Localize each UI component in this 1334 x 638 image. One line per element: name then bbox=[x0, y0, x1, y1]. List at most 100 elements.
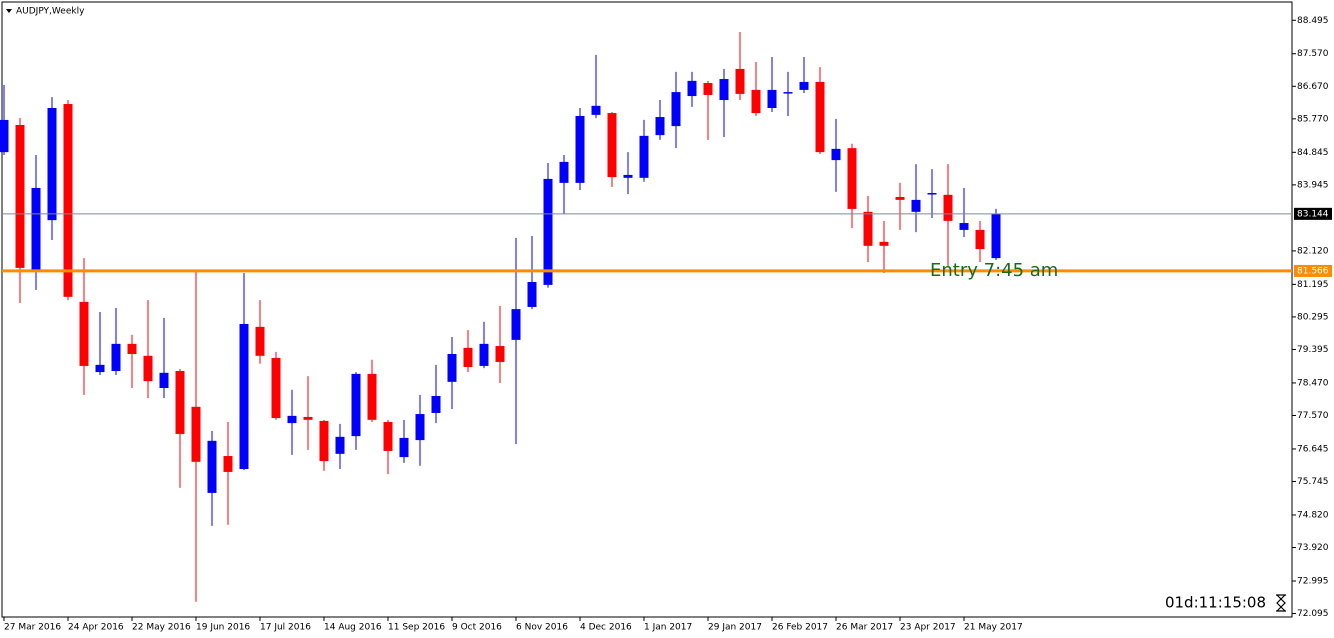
candle-body bbox=[95, 364, 105, 373]
candle-body bbox=[383, 422, 393, 451]
y-tick-label: 72.095 bbox=[1297, 609, 1329, 619]
candle-body bbox=[943, 194, 953, 221]
candle-body bbox=[927, 193, 937, 195]
candle-body bbox=[783, 92, 793, 94]
candle-body bbox=[543, 178, 553, 285]
candle-body bbox=[191, 406, 201, 462]
candle-body bbox=[143, 355, 153, 382]
candle-body bbox=[287, 415, 297, 424]
y-tick-label: 78.470 bbox=[1297, 378, 1329, 388]
y-tick-label: 74.820 bbox=[1297, 510, 1329, 520]
candle-body bbox=[495, 346, 505, 362]
price-label-bg bbox=[1294, 207, 1332, 220]
candle-body bbox=[511, 309, 521, 340]
candle-body bbox=[47, 107, 57, 221]
candle-body bbox=[687, 80, 697, 97]
y-tick-label: 76.645 bbox=[1297, 444, 1329, 454]
candle-body bbox=[447, 353, 457, 382]
candle-body bbox=[175, 371, 185, 434]
price-label: 81.566 bbox=[1297, 266, 1329, 276]
candle-body bbox=[351, 373, 361, 437]
y-tick-label: 81.195 bbox=[1297, 280, 1329, 290]
y-tick-label: 88.495 bbox=[1297, 16, 1329, 26]
candle-body bbox=[335, 436, 345, 454]
y-tick-label: 77.570 bbox=[1297, 411, 1329, 421]
candle-body bbox=[655, 117, 665, 136]
x-tick-label: 26 Feb 2017 bbox=[772, 623, 828, 633]
x-tick-label: 21 May 2017 bbox=[964, 623, 1023, 633]
candle-body bbox=[479, 343, 489, 366]
candle-body bbox=[63, 104, 73, 297]
candle-body bbox=[959, 223, 969, 230]
bar-timer: 01d:11:15:08 bbox=[1165, 594, 1266, 612]
x-tick-label: 26 Mar 2017 bbox=[836, 623, 893, 633]
y-tick-label: 72.995 bbox=[1297, 577, 1329, 587]
plot-area bbox=[1, 1, 1293, 618]
candle-body bbox=[271, 357, 281, 419]
candle-body bbox=[799, 81, 809, 90]
candle-body bbox=[639, 135, 649, 178]
candle-body bbox=[863, 211, 873, 246]
x-tick-label: 24 Apr 2016 bbox=[68, 623, 124, 633]
candle-body bbox=[431, 395, 441, 413]
candle-body bbox=[895, 196, 905, 200]
x-tick-label: 11 Sep 2016 bbox=[388, 623, 445, 633]
candle-body bbox=[751, 89, 761, 114]
candle-body bbox=[527, 282, 537, 307]
candle-body bbox=[303, 416, 313, 420]
candle-body bbox=[31, 187, 41, 272]
candle-body bbox=[671, 92, 681, 127]
candle-body bbox=[703, 83, 713, 95]
y-tick-label: 79.395 bbox=[1297, 345, 1329, 355]
x-tick-label: 1 Jan 2017 bbox=[644, 623, 692, 633]
candle-body bbox=[239, 323, 249, 470]
candle-body bbox=[223, 456, 233, 472]
y-tick-label: 84.845 bbox=[1297, 148, 1329, 158]
candle-body bbox=[831, 148, 841, 161]
candle-body bbox=[591, 105, 601, 115]
candle-body bbox=[0, 119, 9, 153]
candle-body bbox=[735, 68, 745, 94]
candle-body bbox=[111, 343, 121, 371]
y-tick-label: 80.295 bbox=[1297, 312, 1329, 322]
price-label: 83.144 bbox=[1297, 209, 1329, 219]
candle-body bbox=[15, 125, 25, 268]
y-tick-label: 87.570 bbox=[1297, 49, 1329, 59]
candle-body bbox=[399, 437, 409, 458]
hourglass-icon bbox=[1276, 594, 1286, 612]
x-tick-label: 17 Jul 2016 bbox=[260, 623, 311, 633]
x-tick-label: 29 Jan 2017 bbox=[708, 623, 762, 633]
menu-arrow[interactable] bbox=[6, 9, 12, 13]
candle-body bbox=[575, 115, 585, 183]
candle-body bbox=[415, 414, 425, 441]
candle-body bbox=[463, 347, 473, 368]
candle-body bbox=[911, 199, 921, 212]
candle-body bbox=[207, 440, 217, 493]
y-tick-label: 83.945 bbox=[1297, 180, 1329, 190]
candle-body bbox=[255, 326, 265, 356]
candle-body bbox=[319, 420, 329, 462]
y-tick-label: 73.920 bbox=[1297, 543, 1329, 553]
x-tick-label: 9 Oct 2016 bbox=[452, 623, 502, 633]
candle-body bbox=[127, 343, 137, 354]
y-tick-label: 85.770 bbox=[1297, 114, 1329, 124]
annotation: Entry 7:45 am bbox=[930, 260, 1058, 281]
candle-body bbox=[767, 89, 777, 108]
candle-body bbox=[847, 148, 857, 209]
y-tick-label: 75.745 bbox=[1297, 477, 1329, 487]
x-tick-label: 19 Jun 2016 bbox=[196, 623, 250, 633]
candle-body bbox=[815, 81, 825, 153]
x-tick-label: 14 Aug 2016 bbox=[324, 623, 382, 633]
candle-body bbox=[367, 373, 377, 420]
x-tick-label: 27 Mar 2016 bbox=[4, 623, 61, 633]
candle-body bbox=[991, 213, 1001, 259]
candle-body bbox=[879, 241, 889, 246]
x-tick-label: 4 Dec 2016 bbox=[580, 623, 632, 633]
x-tick-label: 23 Apr 2017 bbox=[900, 623, 956, 633]
candle-body bbox=[975, 229, 985, 250]
y-tick-label: 86.670 bbox=[1297, 82, 1329, 92]
x-tick-label: 22 May 2016 bbox=[132, 623, 191, 633]
candle-body bbox=[623, 174, 633, 178]
chart-title: AUDJPY,Weekly bbox=[16, 7, 85, 17]
